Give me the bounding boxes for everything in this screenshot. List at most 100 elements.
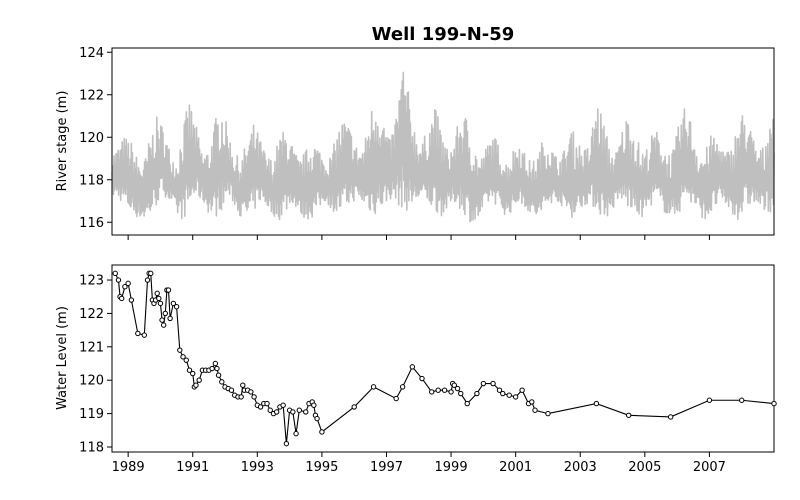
water-level-point <box>159 317 165 323</box>
river-stage-y-tick-label: 118 <box>79 173 104 188</box>
water-level-point <box>290 409 296 415</box>
water-level-point <box>162 310 168 317</box>
river-stage-y-tick-label: 124 <box>79 46 104 61</box>
water-level-point <box>267 407 273 413</box>
river-stage-series <box>111 71 775 223</box>
water-level-point <box>303 409 309 415</box>
water-level-point <box>480 380 487 387</box>
river-stage-line <box>111 71 775 223</box>
water-level-point <box>186 367 193 373</box>
water-level-point <box>706 397 713 403</box>
water-level-point <box>122 284 128 290</box>
river-stage-axes-frame <box>111 47 775 236</box>
water-level-point <box>490 380 496 387</box>
water-level-y-tick-label: 119 <box>79 407 104 422</box>
water-level-x-tick-label: 1997 <box>370 460 403 475</box>
water-level-point <box>500 390 506 397</box>
water-level-x-tick-label: 1989 <box>112 460 145 475</box>
water-level-y-tick-label: 121 <box>79 340 104 355</box>
water-level-point <box>248 389 254 395</box>
water-level-x-tick-label: 2005 <box>628 460 661 475</box>
water-level-point <box>214 365 220 372</box>
water-level-point <box>251 394 257 400</box>
water-level-point <box>193 382 199 388</box>
water-level-point <box>264 400 270 407</box>
water-level-point <box>118 295 125 302</box>
water-level-point <box>190 370 196 377</box>
water-level-point <box>625 412 632 418</box>
water-level-point <box>165 287 172 293</box>
river-stage-y-tick-label: 116 <box>79 216 104 231</box>
water-level-point <box>441 387 448 393</box>
water-level-point <box>125 280 131 287</box>
water-level-point <box>474 390 480 397</box>
water-level-point <box>512 394 519 400</box>
water-level-y-tick-label: 123 <box>79 274 104 289</box>
river-stage-x-ticks <box>127 235 710 240</box>
water-level-x-tick-label: 2003 <box>564 460 597 475</box>
water-level-point <box>739 397 745 403</box>
river-stage-y-tick-label: 120 <box>79 131 104 146</box>
water-level-point <box>458 390 464 397</box>
water-level-point <box>311 402 317 408</box>
water-level-axes-frame <box>111 264 775 453</box>
water-level-x-tick-label: 1995 <box>305 460 338 475</box>
water-level-point <box>370 384 377 390</box>
water-level-point <box>112 270 118 277</box>
water-level-point <box>435 387 441 393</box>
river-stage-y-ticks: 116 118 120 122 124 <box>79 46 112 231</box>
water-level-point <box>154 290 160 297</box>
water-level-point <box>128 297 135 303</box>
water-level-point <box>496 387 503 393</box>
water-level-point <box>160 322 167 328</box>
water-level-point <box>144 277 151 283</box>
water-level-point <box>314 415 320 422</box>
water-level-y-tick-label: 118 <box>79 440 104 455</box>
water-level-x-ticks: 1989 1991 1993 1995 1997 1999 2001 2003 2005 2007 <box>112 452 726 475</box>
water-level-point <box>170 300 177 307</box>
water-level-point <box>238 394 244 400</box>
water-level-point <box>545 410 551 417</box>
chart-title: Well 199-N-59 <box>372 24 515 45</box>
water-level-point <box>293 430 299 437</box>
water-level-point <box>212 360 219 367</box>
water-level-point <box>593 400 600 407</box>
water-level-point <box>196 377 202 383</box>
water-level-point <box>115 277 122 283</box>
water-level-point <box>296 407 302 413</box>
water-level-point <box>273 409 280 415</box>
water-level-point <box>451 382 457 388</box>
river-stage-y-tick-label: 122 <box>79 88 104 103</box>
river-stage-y-axis-label: River stage (m) <box>55 91 70 192</box>
water-level-point <box>529 399 535 405</box>
water-level-point <box>409 364 416 370</box>
water-level-y-tick-label: 120 <box>79 374 104 389</box>
water-level-x-tick-label: 1999 <box>435 460 468 475</box>
water-level-point <box>219 379 225 385</box>
water-level-point <box>519 387 525 393</box>
water-level-point <box>148 270 154 277</box>
water-level-x-tick-label: 1993 <box>241 460 274 475</box>
water-level-point <box>167 315 173 322</box>
water-level-y-tick-label: 122 <box>79 307 104 322</box>
water-level-point <box>157 300 164 307</box>
water-level-point <box>257 404 264 410</box>
water-level-series <box>112 270 777 447</box>
water-level-point <box>173 304 180 310</box>
water-level-point <box>506 392 512 398</box>
water-level-point <box>464 400 470 407</box>
water-level-point <box>135 330 141 337</box>
water-level-point <box>532 407 538 413</box>
water-level-point <box>393 395 399 402</box>
water-level-x-tick-label: 2007 <box>693 460 726 475</box>
water-level-point <box>351 404 357 410</box>
water-level-point <box>228 387 235 393</box>
water-level-point <box>280 402 286 408</box>
water-level-point <box>667 414 674 420</box>
water-level-point <box>141 332 147 338</box>
water-level-point <box>180 354 186 360</box>
river-stage-panel: 116 118 120 122 124 River stage (m) <box>55 46 775 240</box>
